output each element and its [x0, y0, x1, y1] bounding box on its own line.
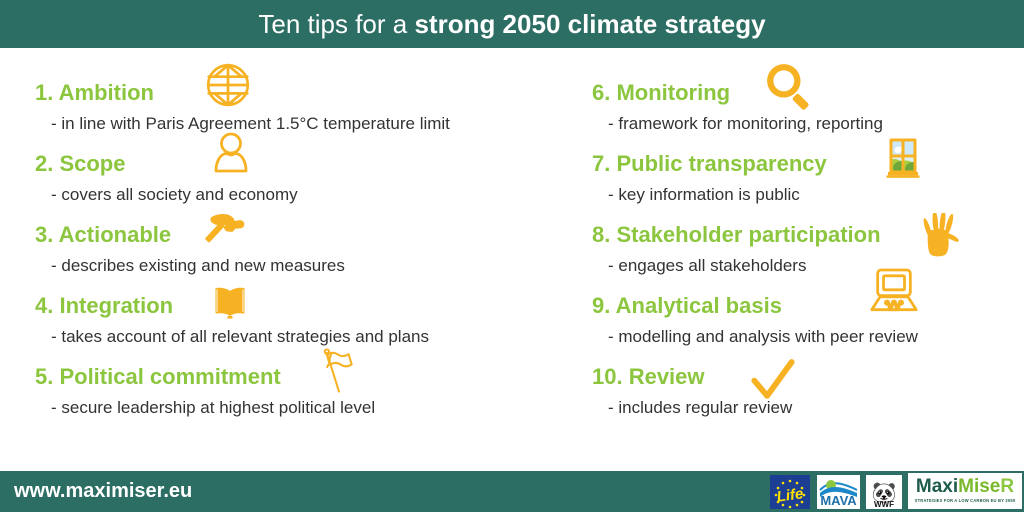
svg-text:Life: Life	[776, 485, 805, 506]
svg-text:MAVA: MAVA	[820, 493, 857, 508]
svg-text:WWF: WWF	[874, 500, 894, 509]
